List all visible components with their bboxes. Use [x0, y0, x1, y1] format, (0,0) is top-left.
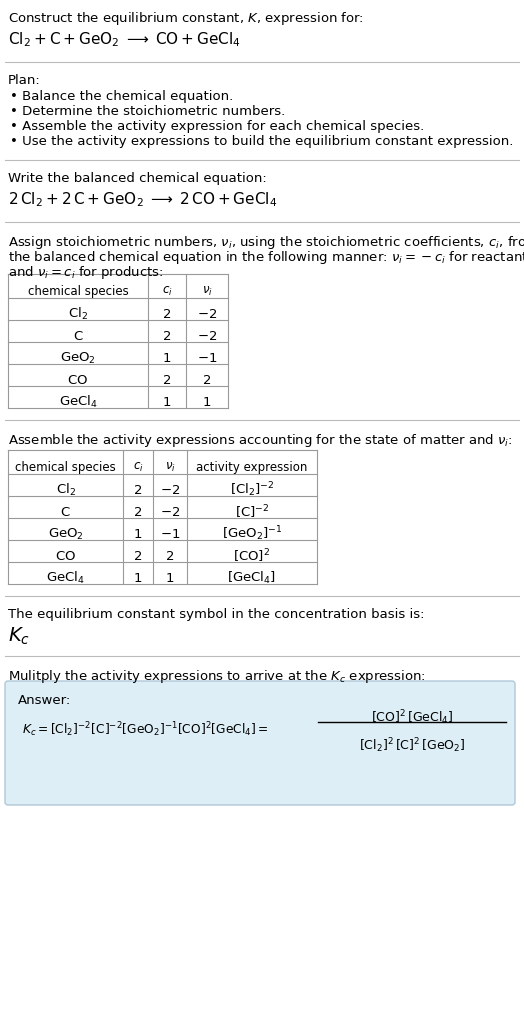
Text: chemical species: chemical species — [28, 285, 128, 298]
Text: Mulitply the activity expressions to arrive at the $K_c$ expression:: Mulitply the activity expressions to arr… — [8, 668, 426, 685]
Text: 2: 2 — [134, 549, 142, 562]
Text: $\mathrm{GeCl_4}$: $\mathrm{GeCl_4}$ — [59, 394, 97, 410]
Text: 2: 2 — [134, 505, 142, 519]
Text: $-1$: $-1$ — [160, 528, 180, 540]
Text: $\nu_i$: $\nu_i$ — [165, 461, 176, 474]
Text: $\mathrm{Cl_2}$: $\mathrm{Cl_2}$ — [68, 306, 88, 322]
Text: $\mathrm{C}$: $\mathrm{C}$ — [73, 330, 83, 343]
Text: and $\nu_i = c_i$ for products:: and $\nu_i = c_i$ for products: — [8, 264, 163, 281]
Text: $2$: $2$ — [202, 373, 212, 386]
Text: $[\mathrm{C}]^{-2}$: $[\mathrm{C}]^{-2}$ — [235, 503, 269, 521]
Text: 1: 1 — [163, 352, 171, 364]
Text: $\mathrm{C}$: $\mathrm{C}$ — [60, 505, 71, 519]
Text: $\mathrm{2\,Cl_2 + 2\,C + GeO_2 \;\longrightarrow\; 2\,CO + GeCl_4}$: $\mathrm{2\,Cl_2 + 2\,C + GeO_2 \;\longr… — [8, 190, 277, 208]
Text: $\mathrm{GeO_2}$: $\mathrm{GeO_2}$ — [60, 351, 96, 365]
Text: $\mathrm{CO}$: $\mathrm{CO}$ — [55, 549, 76, 562]
Text: • Assemble the activity expression for each chemical species.: • Assemble the activity expression for e… — [10, 120, 424, 133]
Text: • Balance the chemical equation.: • Balance the chemical equation. — [10, 89, 233, 103]
FancyBboxPatch shape — [5, 681, 515, 805]
Text: chemical species: chemical species — [15, 461, 116, 474]
Text: $\nu_i$: $\nu_i$ — [202, 285, 212, 298]
Text: 2: 2 — [134, 483, 142, 496]
Text: $[\mathrm{Cl_2}]^{-2}$: $[\mathrm{Cl_2}]^{-2}$ — [230, 481, 274, 499]
Text: Assemble the activity expressions accounting for the state of matter and $\nu_i$: Assemble the activity expressions accoun… — [8, 432, 512, 448]
Text: $-1$: $-1$ — [197, 352, 217, 364]
Text: $\mathrm{GeCl_4}$: $\mathrm{GeCl_4}$ — [46, 570, 85, 586]
Text: $\mathrm{Cl_2 + C + GeO_2 \;\longrightarrow\; CO + GeCl_4}$: $\mathrm{Cl_2 + C + GeO_2 \;\longrightar… — [8, 29, 241, 49]
Text: $1$: $1$ — [166, 572, 174, 585]
Text: $[\mathrm{Cl_2}]^{2}\,[\mathrm{C}]^{2}\,[\mathrm{GeO_2}]$: $[\mathrm{Cl_2}]^{2}\,[\mathrm{C}]^{2}\,… — [359, 736, 465, 756]
Text: $\mathrm{GeO_2}$: $\mathrm{GeO_2}$ — [48, 527, 83, 541]
Text: the balanced chemical equation in the following manner: $\nu_i = -c_i$ for react: the balanced chemical equation in the fo… — [8, 249, 524, 266]
Text: $-2$: $-2$ — [160, 505, 180, 519]
Text: $-2$: $-2$ — [197, 307, 217, 320]
Text: The equilibrium constant symbol in the concentration basis is:: The equilibrium constant symbol in the c… — [8, 608, 424, 621]
Text: $[\mathrm{CO}]^{2}$: $[\mathrm{CO}]^{2}$ — [234, 547, 270, 564]
Text: activity expression: activity expression — [196, 461, 308, 474]
Text: $c_i$: $c_i$ — [133, 461, 144, 474]
Text: 2: 2 — [163, 307, 171, 320]
Text: $\mathrm{Cl_2}$: $\mathrm{Cl_2}$ — [56, 482, 75, 498]
Text: $-2$: $-2$ — [160, 483, 180, 496]
Text: $-2$: $-2$ — [197, 330, 217, 343]
Text: 2: 2 — [163, 373, 171, 386]
Text: $\mathrm{CO}$: $\mathrm{CO}$ — [68, 373, 89, 386]
Text: $[\mathrm{GeO_2}]^{-1}$: $[\mathrm{GeO_2}]^{-1}$ — [222, 525, 282, 543]
Text: $K_c = [\mathrm{Cl_2}]^{-2}[\mathrm{C}]^{-2}[\mathrm{GeO_2}]^{-1}[\mathrm{CO}]^{: $K_c = [\mathrm{Cl_2}]^{-2}[\mathrm{C}]^… — [22, 721, 269, 739]
Text: Write the balanced chemical equation:: Write the balanced chemical equation: — [8, 172, 267, 185]
Text: $c_i$: $c_i$ — [161, 285, 172, 298]
Text: $K_c$: $K_c$ — [8, 626, 30, 647]
Text: Plan:: Plan: — [8, 74, 41, 87]
Text: • Determine the stoichiometric numbers.: • Determine the stoichiometric numbers. — [10, 105, 285, 118]
Text: $2$: $2$ — [166, 549, 174, 562]
Text: 1: 1 — [134, 572, 142, 585]
Text: Construct the equilibrium constant, $K$, expression for:: Construct the equilibrium constant, $K$,… — [8, 10, 364, 27]
Text: $[\mathrm{CO}]^{2}\,[\mathrm{GeCl_4}]$: $[\mathrm{CO}]^{2}\,[\mathrm{GeCl_4}]$ — [370, 709, 453, 727]
Text: Assign stoichiometric numbers, $\nu_i$, using the stoichiometric coefficients, $: Assign stoichiometric numbers, $\nu_i$, … — [8, 234, 524, 251]
Text: $[\mathrm{GeCl_4}]$: $[\mathrm{GeCl_4}]$ — [227, 570, 277, 586]
Text: Answer:: Answer: — [18, 694, 71, 707]
Text: $1$: $1$ — [202, 396, 212, 409]
Text: 2: 2 — [163, 330, 171, 343]
Text: 1: 1 — [163, 396, 171, 409]
Text: • Use the activity expressions to build the equilibrium constant expression.: • Use the activity expressions to build … — [10, 135, 514, 148]
Text: 1: 1 — [134, 528, 142, 540]
